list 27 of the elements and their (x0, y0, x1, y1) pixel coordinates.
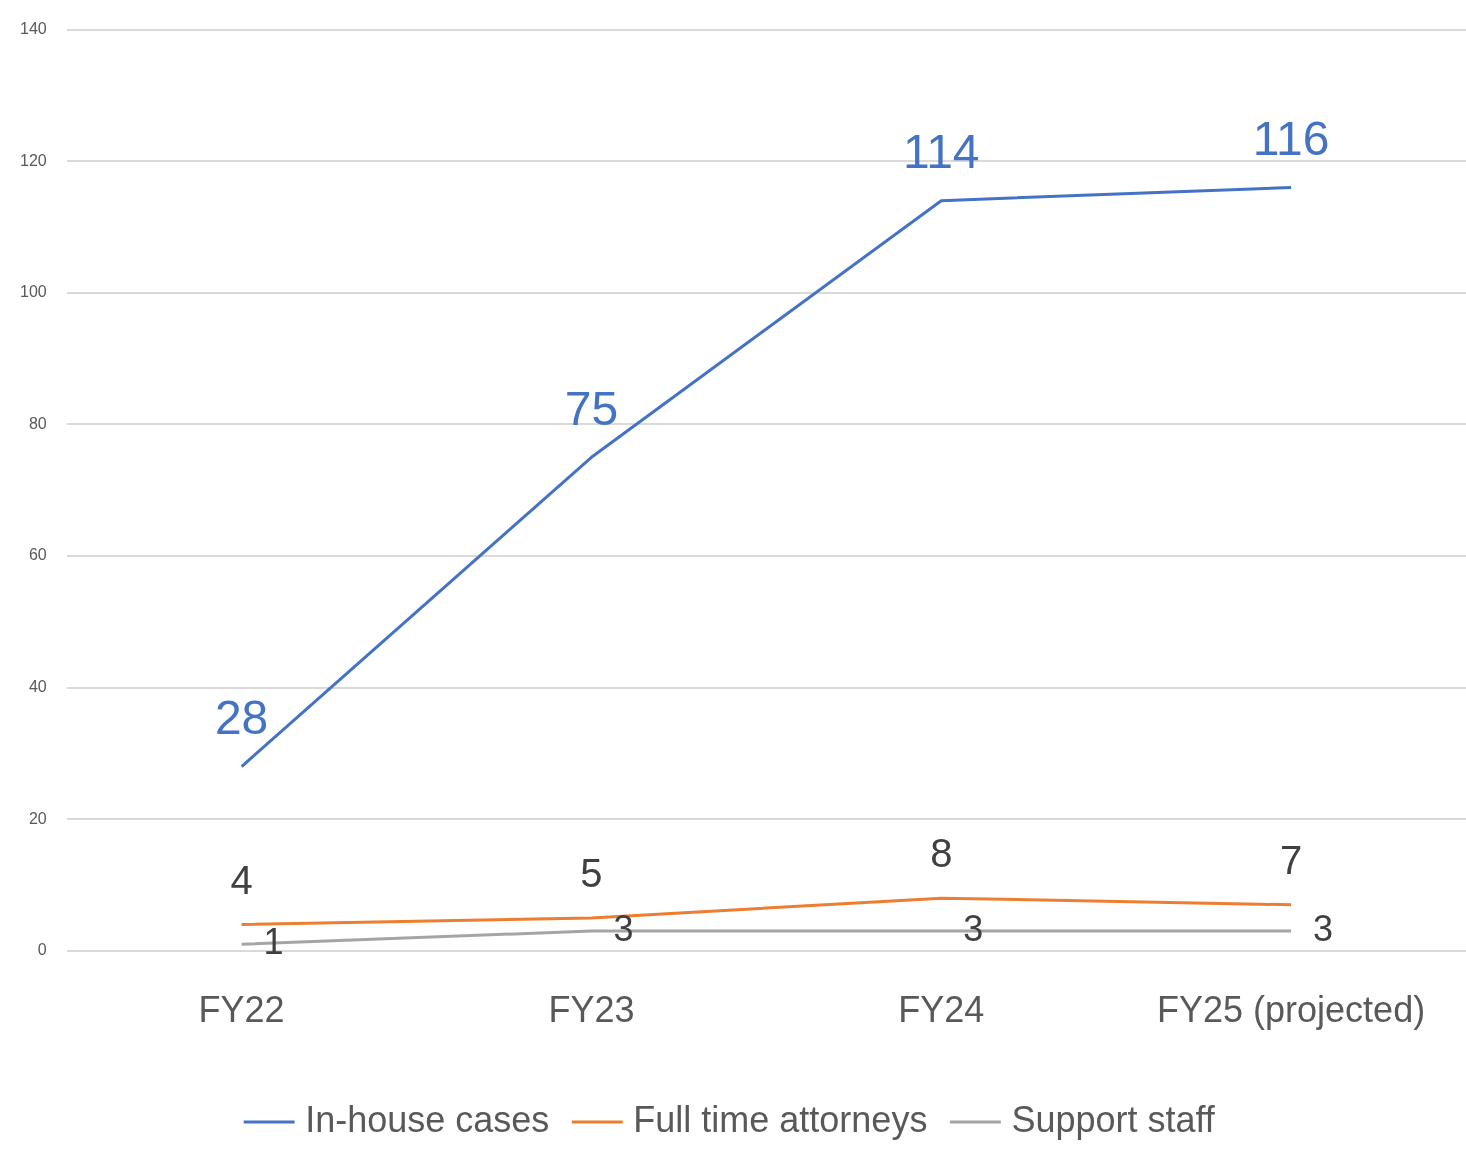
x-tick-label: FY24 (898, 989, 985, 1031)
data-label: 3 (1313, 907, 1334, 949)
data-label: 5 (580, 850, 603, 895)
x-tick-label: FY23 (548, 989, 635, 1031)
data-label: 28 (214, 690, 269, 744)
data-label: 114 (903, 124, 980, 178)
y-tick-label: 40 (28, 678, 47, 696)
legend-label: In-house cases (305, 1098, 550, 1140)
legend-label: Support staff (1011, 1098, 1216, 1140)
data-label: 1 (263, 921, 284, 963)
data-label: 3 (613, 907, 634, 949)
y-tick-label: 120 (19, 151, 47, 169)
data-label: 116 (1252, 111, 1330, 165)
y-tick-label: 80 (28, 414, 47, 432)
legend-label: Full time attorneys (633, 1098, 928, 1140)
data-label: 7 (1279, 837, 1303, 882)
data-label: 8 (930, 831, 953, 876)
x-tick-label: FY25 (projected) (1157, 989, 1426, 1031)
data-label: 75 (564, 381, 619, 435)
x-tick-label: FY22 (198, 989, 285, 1031)
y-tick-label: 100 (19, 283, 47, 301)
y-tick-label: 20 (28, 809, 47, 827)
y-tick-label: 0 (37, 941, 47, 959)
data-label: 4 (230, 857, 253, 902)
y-tick-label: 140 (19, 20, 47, 38)
y-tick-label: 60 (28, 546, 47, 564)
data-label: 3 (963, 907, 984, 949)
